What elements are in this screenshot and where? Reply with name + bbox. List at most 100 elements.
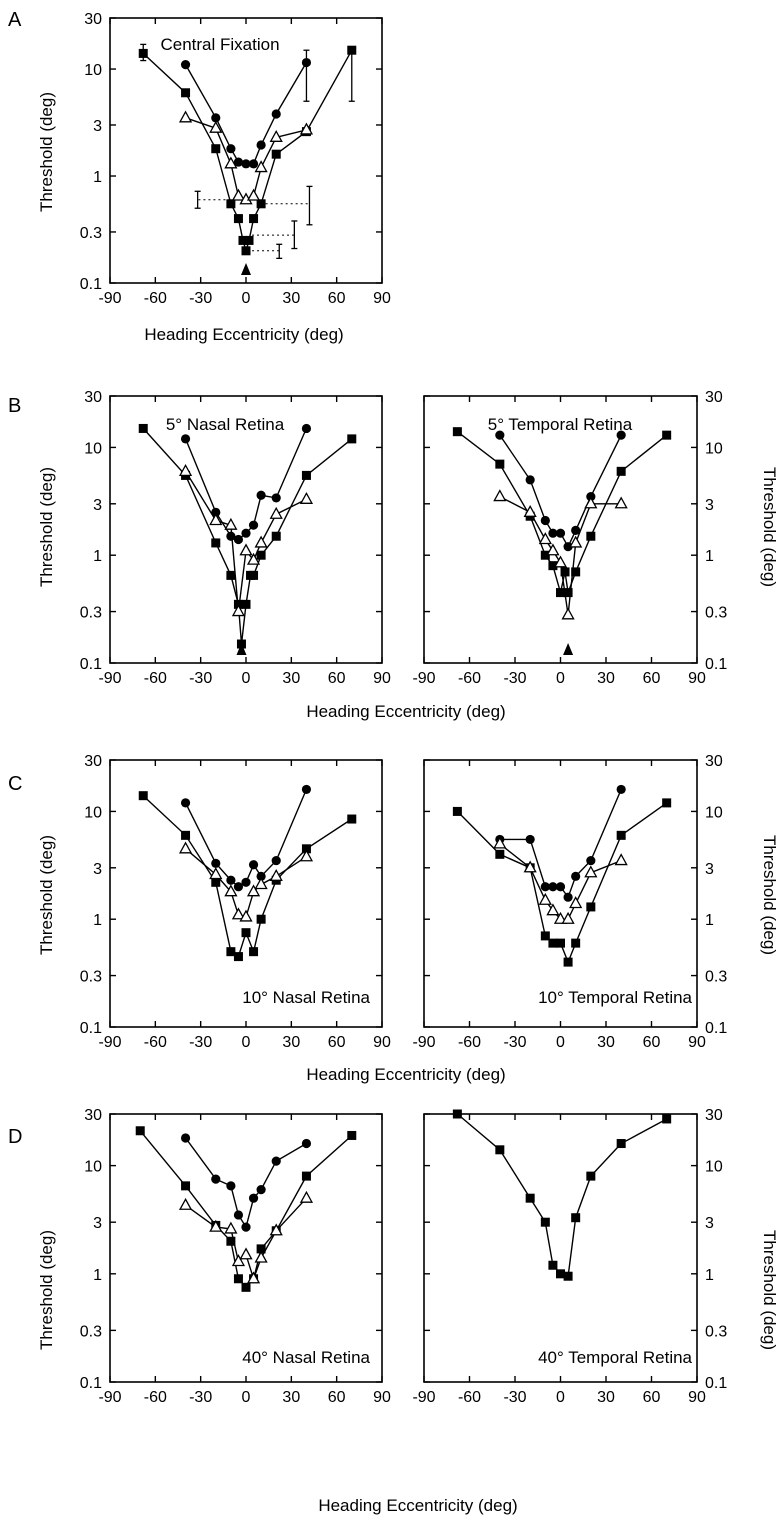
point-circle	[211, 113, 221, 123]
panel-b-left: -90 -60 -30 0 30 60 90 0.1 0.3 1 3 10 30 5° Nasal Ret…	[80, 389, 391, 687]
point-triangle	[553, 555, 568, 568]
point-triangle	[254, 1250, 268, 1263]
point-triangle	[239, 543, 253, 556]
point-circle	[211, 858, 221, 868]
series-line-circle	[184, 62, 308, 165]
x-tick-label: -60	[458, 670, 481, 687]
x-tick-label: 90	[373, 1034, 391, 1051]
x-tick-label: -90	[412, 1389, 435, 1406]
x-tick-label: -30	[189, 1034, 212, 1051]
point-square	[495, 459, 505, 469]
x-tick-label: -90	[98, 290, 121, 307]
y-tick-label: 1	[93, 1267, 102, 1284]
point-square	[138, 791, 148, 801]
point-square	[226, 1236, 236, 1246]
point-triangle	[561, 607, 575, 620]
point-triangle	[246, 552, 261, 565]
point-triangle	[239, 1247, 253, 1260]
y-tick-label: 0.3	[80, 969, 102, 986]
point-triangle	[561, 911, 575, 924]
point-square	[571, 1213, 581, 1223]
y-tick-label: 3	[93, 118, 102, 135]
y-axis-title-c-right: Threshold (deg)	[760, 835, 778, 955]
y-tick-label: 0.1	[80, 1020, 102, 1037]
x-tick-label: 60	[328, 290, 346, 307]
point-triangle	[231, 907, 246, 920]
point-square	[495, 1145, 505, 1155]
point-square	[495, 849, 505, 859]
point-square	[563, 588, 573, 598]
point-square	[241, 928, 251, 938]
point-square	[301, 470, 311, 480]
point-circle	[248, 159, 259, 169]
y-tick-label: 3	[705, 497, 714, 514]
point-square	[249, 570, 259, 580]
x-tick-label: -60	[144, 1389, 167, 1406]
y-tick-label: 30	[84, 1107, 102, 1124]
series-line-square	[456, 1113, 668, 1278]
x-tick-label: -30	[503, 1389, 526, 1406]
point-circle	[256, 490, 266, 500]
point-square	[571, 567, 581, 577]
panel-label-a: A	[8, 9, 22, 31]
point-square	[556, 588, 565, 598]
x-tick-label: 30	[282, 290, 300, 307]
point-triangle	[614, 496, 628, 509]
y-tick-label: 0.3	[80, 605, 102, 622]
point-triangle	[254, 877, 268, 890]
x-tick-label: 90	[688, 670, 706, 687]
panel-label-d: D	[8, 1126, 22, 1148]
point-triangle	[523, 860, 537, 873]
x-tick-label: -90	[98, 1034, 121, 1051]
y-tick-label: 1	[705, 1267, 714, 1284]
point-circle	[555, 528, 566, 538]
panel-c-left: -90 -60 -30 0 30 60 90 0.1 0.3 1 3 10 30 10° Nasal Re…	[80, 753, 391, 1051]
point-square	[563, 957, 573, 967]
point-square	[525, 1193, 535, 1203]
point-square	[211, 538, 221, 548]
panel-title: 40° Temporal Retina	[538, 1348, 692, 1367]
point-circle	[226, 531, 236, 541]
point-circle	[233, 882, 244, 892]
point-triangle	[209, 1219, 223, 1232]
x-tick-label: 60	[643, 1389, 661, 1406]
x-tick-label: 90	[373, 1389, 391, 1406]
point-circle	[616, 430, 626, 440]
point-square	[556, 938, 565, 948]
x-tick-label: -90	[98, 670, 121, 687]
point-triangle	[269, 129, 283, 142]
x-tick-label: 0	[242, 670, 251, 687]
point-square	[181, 830, 191, 840]
x-tick-label: 60	[328, 670, 346, 687]
point-triangle	[231, 604, 246, 617]
point-square	[226, 199, 236, 209]
x-tick-label: -30	[189, 1389, 212, 1406]
point-square	[452, 427, 462, 437]
point-circle	[495, 430, 505, 440]
point-circle	[241, 159, 251, 169]
panel-label-c: C	[8, 773, 22, 795]
y-tick-label: 10	[84, 1159, 102, 1176]
point-circle	[211, 1174, 221, 1184]
point-triangle	[209, 120, 223, 133]
y-tick-label: 0.1	[80, 276, 102, 293]
y-axis-title-b-left: Threshold (deg)	[37, 467, 56, 587]
point-circle	[256, 1185, 266, 1195]
point-triangle	[269, 1223, 283, 1236]
y-tick-label: 0.3	[705, 969, 727, 986]
panel-title: 10° Nasal Retina	[242, 988, 370, 1007]
panel-title: Central Fixation	[160, 35, 279, 54]
y-axis-title-d-left: Threshold (deg)	[37, 1230, 56, 1350]
x-tick-label: -30	[189, 670, 212, 687]
y-tick-label: 10	[705, 804, 723, 821]
series-line-triangle	[185, 117, 307, 201]
point-triangle	[239, 909, 253, 922]
x-axis-title-b: Heading Eccentricity (deg)	[306, 702, 505, 721]
y-axis-title-d-right: Threshold (deg)	[760, 1230, 778, 1350]
point-square	[560, 567, 570, 577]
point-square	[616, 466, 626, 476]
point-triangle	[178, 1197, 193, 1210]
panel-c-right: -90 -60 -30 0 30 60 900.1 0.3 1 3 10 30 10° Temporal…	[412, 753, 727, 1051]
point-circle	[233, 534, 244, 545]
